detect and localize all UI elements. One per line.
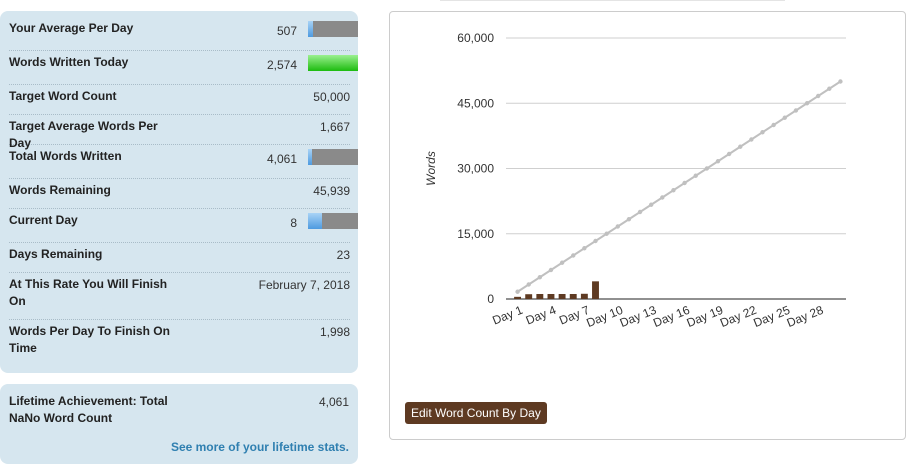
stats-panel: Your Average Per Day 507 Words Written Tod… — [0, 11, 358, 373]
target-point — [715, 159, 721, 164]
x-tick-label: Day 28 — [785, 303, 826, 330]
day-bar — [536, 293, 544, 299]
target-point — [726, 151, 732, 157]
stat-value: February 7, 2018 — [258, 278, 350, 292]
target-point — [526, 282, 531, 287]
chart-panel: 0 15,000 30,000 45,000 60,000 Words Day 1 Day 4… — [389, 11, 906, 440]
target-point — [548, 267, 554, 273]
stat-row: Words Remaining 45,939 — [9, 179, 350, 209]
stat-value: 1,998 — [319, 325, 350, 339]
word-count-chart: 0 15,000 30,000 45,000 60,000 Words Day 1 Day 4… — [424, 31, 846, 330]
stat-row: Words Per Day To Finish On Time 1,998 — [9, 320, 350, 371]
progress-bar-fill — [308, 55, 358, 71]
stat-label: Words Remaining — [9, 183, 111, 197]
target-point — [793, 108, 799, 113]
lifetime-stats-link[interactable]: See more of your lifetime stats. — [170, 440, 349, 454]
progress-bar — [308, 55, 358, 71]
target-point — [582, 246, 587, 251]
target-point — [571, 253, 576, 258]
x-tick-label: Day 4 — [524, 303, 559, 328]
y-tick-label: 45,000 — [457, 96, 494, 110]
progress-bar — [308, 213, 358, 229]
stat-label: Words Per Day To Finish On Time — [9, 324, 170, 355]
target-point — [604, 231, 609, 236]
target-point — [537, 275, 543, 280]
day-bar — [580, 293, 588, 299]
stat-value: 1,667 — [319, 120, 350, 134]
target-point — [682, 180, 687, 186]
target-point — [838, 79, 843, 84]
target-point — [827, 86, 832, 91]
stat-label: Total Words Written — [9, 149, 122, 163]
target-point — [749, 137, 754, 142]
stat-value: 23 — [336, 248, 350, 262]
x-tick-label: Day 1 — [490, 303, 525, 328]
stat-row: Target Word Count 50,000 — [9, 85, 350, 115]
target-point — [626, 217, 632, 222]
y-tick-label: 60,000 — [457, 31, 494, 45]
target-point — [760, 130, 765, 135]
target-line — [517, 80, 841, 293]
target-point — [615, 224, 620, 229]
stat-value: 8 — [290, 216, 297, 230]
y-axis-label: Words — [424, 151, 438, 186]
target-point — [815, 93, 821, 99]
day-bar — [547, 293, 555, 299]
day-bar — [592, 281, 599, 299]
target-point — [593, 238, 598, 244]
stat-label: Target Average Words Per Day — [9, 119, 158, 150]
y-tick-label: 15,000 — [457, 227, 494, 241]
y-tick-label: 30,000 — [457, 162, 494, 176]
top-divider — [440, 0, 785, 1]
day-bar — [569, 293, 577, 299]
target-point — [782, 115, 787, 120]
progress-bar-fill — [308, 21, 313, 37]
stat-row: Words Written Today 2,574 — [9, 51, 358, 85]
edit-word-count-button[interactable]: Edit Word Count By Day — [405, 402, 547, 424]
target-point — [515, 289, 520, 294]
stat-label: Days Remaining — [9, 247, 103, 261]
stat-label: Current Day — [9, 213, 78, 227]
y-tick-label: 0 — [487, 292, 494, 306]
day-bar — [525, 294, 533, 299]
stat-row: Days Remaining 23 — [9, 243, 350, 273]
stat-row: Total Words Written 4,061 — [9, 145, 358, 179]
day-bar — [558, 293, 566, 299]
stat-row: Target Average Words Per Day 1,667 — [9, 115, 350, 150]
target-point — [559, 260, 565, 265]
target-point — [771, 122, 776, 128]
stat-label: Target Word Count — [9, 89, 117, 103]
progress-bar-fill — [308, 149, 312, 165]
lifetime-value: 4,061 — [318, 395, 349, 409]
day-bar — [514, 296, 522, 299]
stat-label: Words Written Today — [9, 55, 129, 69]
stat-value: 507 — [276, 24, 297, 38]
stat-label: Your Average Per Day — [9, 21, 134, 35]
target-point — [704, 166, 710, 171]
progress-bar — [308, 149, 358, 165]
stat-value: 2,574 — [266, 58, 297, 72]
target-point — [637, 209, 643, 215]
target-point — [804, 101, 810, 106]
target-point — [660, 195, 665, 200]
stat-row: Your Average Per Day 507 — [9, 17, 358, 51]
stat-row: Current Day 8 — [9, 209, 358, 243]
target-point — [693, 173, 698, 178]
lifetime-label: Lifetime Achievement: Total NaNo Word Co… — [9, 394, 168, 425]
stat-value: 4,061 — [266, 152, 297, 166]
stat-value: 45,939 — [313, 184, 350, 198]
stat-value: 50,000 — [313, 90, 350, 104]
lifetime-panel: Lifetime Achievement: Total NaNo Word Co… — [0, 384, 358, 464]
progress-bar-fill — [308, 213, 322, 229]
target-point — [738, 144, 743, 149]
stat-row: At This Rate You Will Finish On February … — [9, 273, 350, 320]
target-point — [648, 202, 654, 207]
target-point — [671, 188, 676, 193]
progress-bar — [308, 21, 358, 37]
stat-label: At This Rate You Will Finish On — [9, 277, 168, 308]
